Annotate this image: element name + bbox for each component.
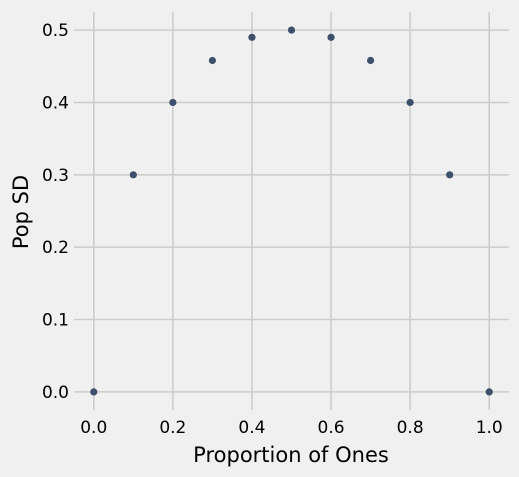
data-point <box>248 33 256 41</box>
data-point <box>485 388 493 396</box>
x-tick-label: 0.8 <box>397 418 424 438</box>
y-tick-label: 0.0 <box>42 383 69 403</box>
x-tick-label: 0.6 <box>318 418 345 438</box>
y-tick-label: 0.1 <box>42 311 69 331</box>
y-tick-label: 0.5 <box>42 21 69 41</box>
y-tick-label: 0.2 <box>42 238 69 258</box>
y-tick-labels: 0.0 0.1 0.2 0.3 0.4 0.5 <box>42 21 69 403</box>
y-tick-label: 0.3 <box>42 166 69 186</box>
grid-lines <box>74 12 509 410</box>
x-axis-label: Proportion of Ones <box>193 443 389 467</box>
x-tick-label: 1.0 <box>476 418 503 438</box>
data-point <box>366 56 375 65</box>
data-point <box>208 56 217 65</box>
data-point <box>406 98 414 107</box>
data-point <box>327 33 335 41</box>
data-point <box>287 26 296 34</box>
data-point <box>446 171 454 179</box>
data-points <box>90 26 493 396</box>
data-point <box>169 98 177 107</box>
data-point <box>129 171 137 179</box>
data-point <box>90 388 98 396</box>
y-tick-label: 0.4 <box>42 93 69 113</box>
x-tick-label: 0.0 <box>80 418 107 438</box>
x-tick-label: 0.4 <box>238 418 265 438</box>
x-tick-label: 0.2 <box>159 418 186 438</box>
x-tick-labels: 0.0 0.2 0.4 0.6 0.8 1.0 <box>80 418 503 438</box>
y-axis-label: Pop SD <box>9 175 33 249</box>
